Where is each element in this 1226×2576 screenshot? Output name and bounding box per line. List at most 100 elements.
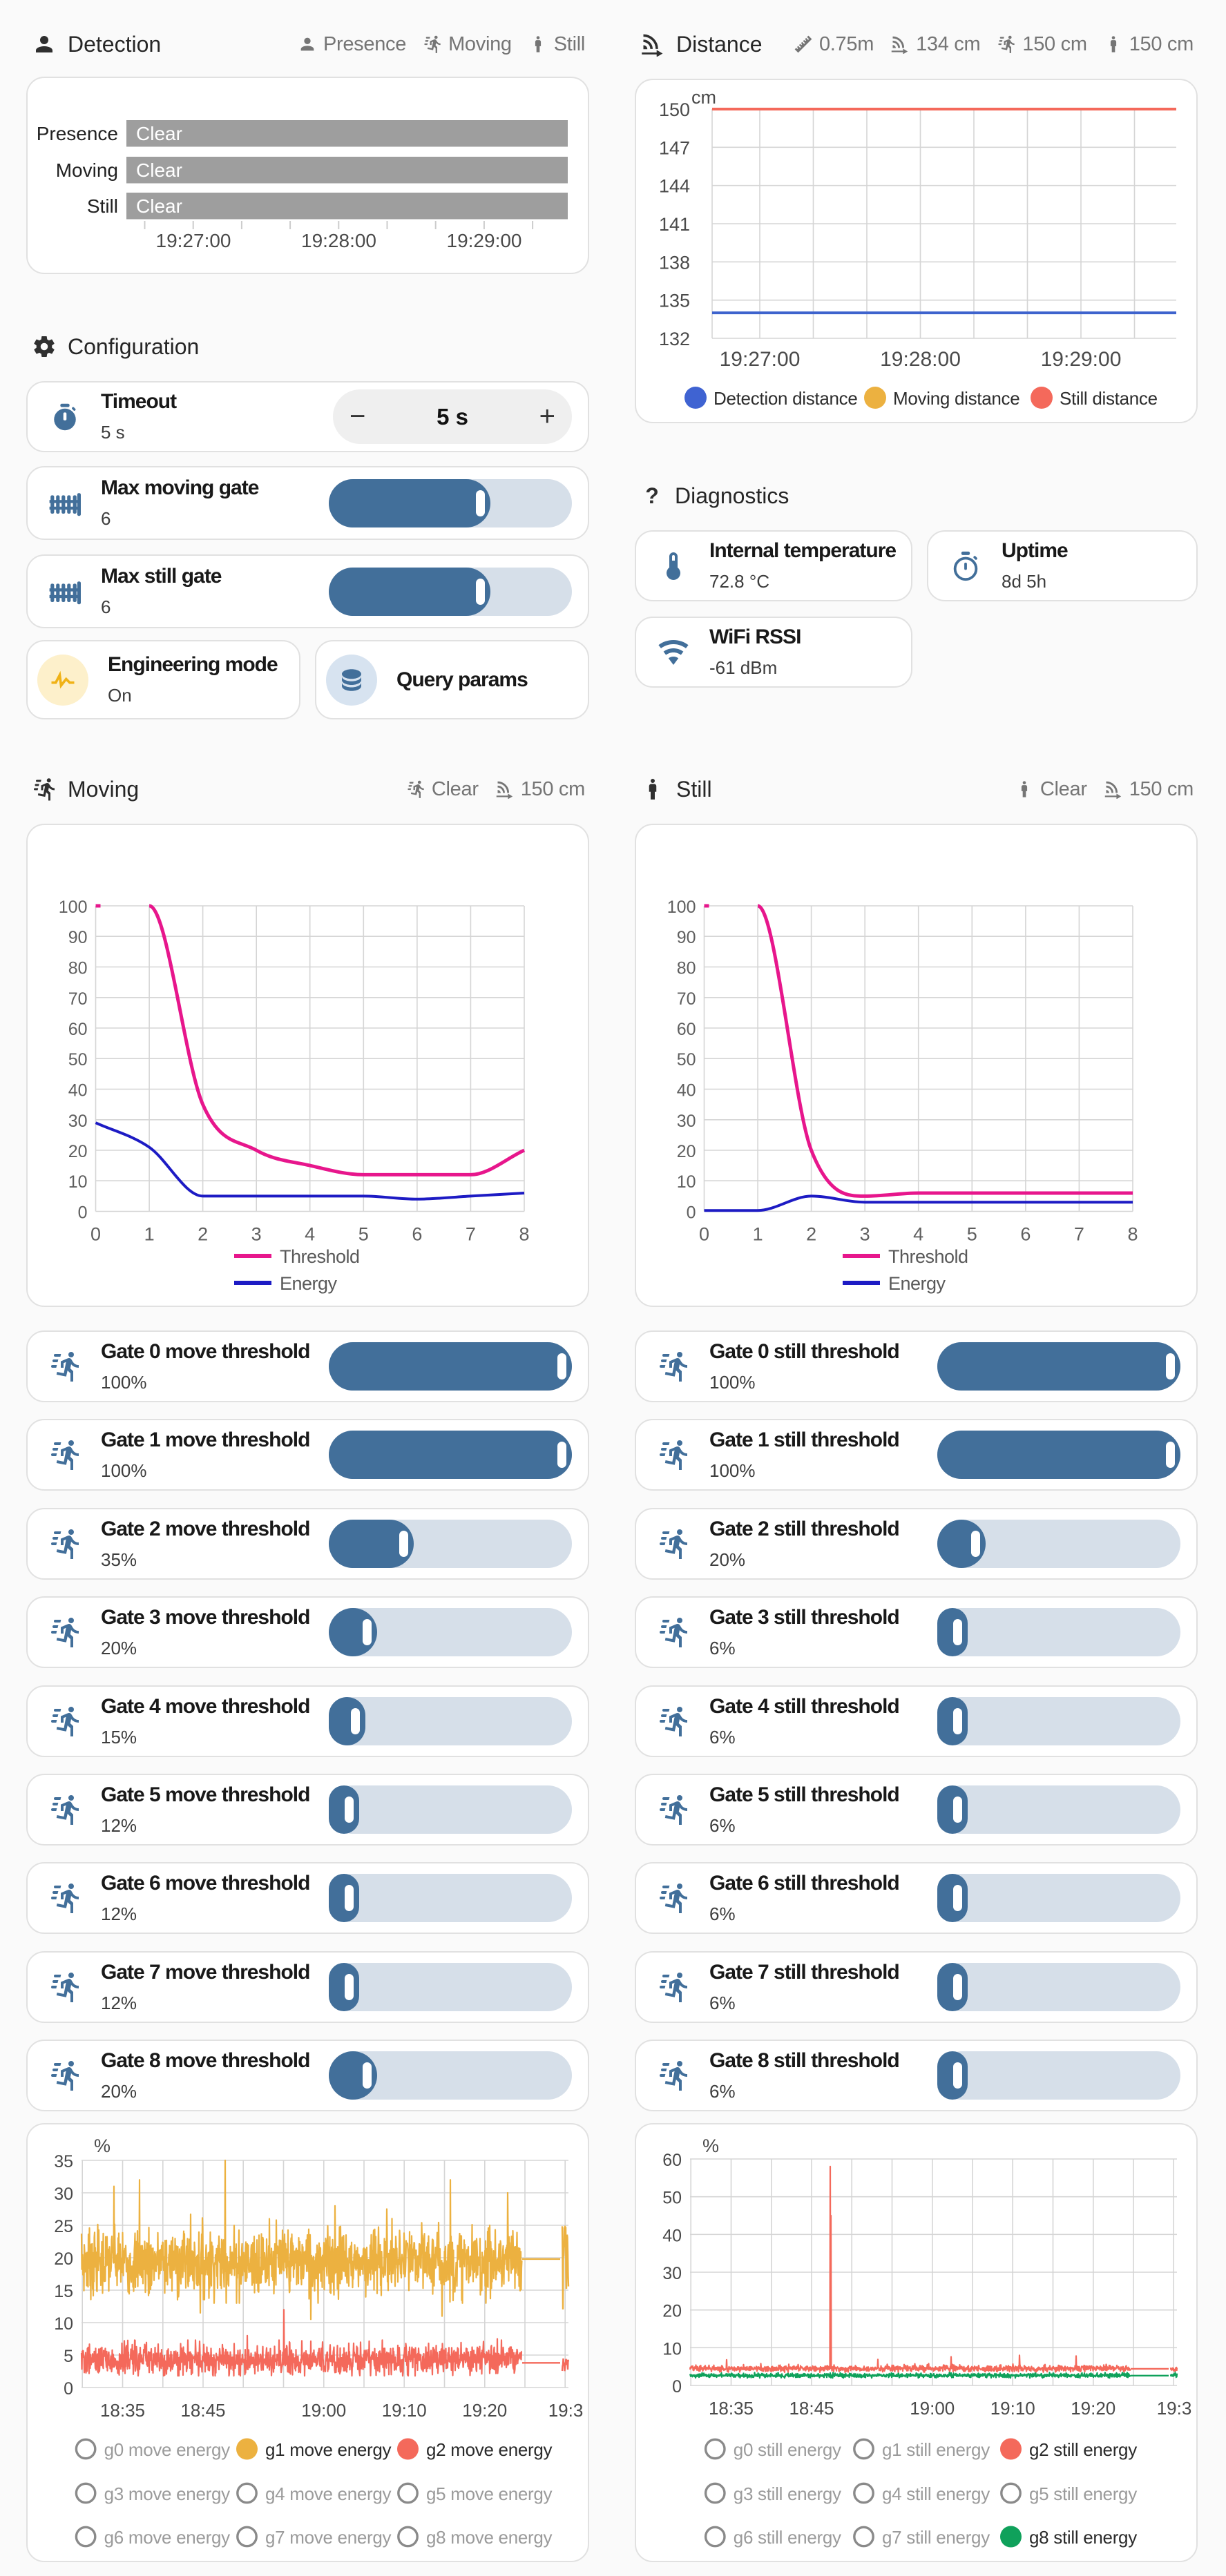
svg-text:cm: cm xyxy=(691,87,716,108)
svg-text:19:00: 19:00 xyxy=(301,2400,346,2421)
svg-text:150: 150 xyxy=(659,99,690,120)
svg-text:g0 still energy: g0 still energy xyxy=(734,2439,841,2460)
svg-text:0: 0 xyxy=(90,1224,101,1245)
svg-text:50: 50 xyxy=(662,2189,682,2208)
svg-text:19:10: 19:10 xyxy=(382,2400,427,2421)
svg-text:g4 still energy: g4 still energy xyxy=(882,2483,990,2504)
svg-text:6: 6 xyxy=(1020,1224,1031,1245)
svg-text:0: 0 xyxy=(78,1203,88,1223)
svg-text:70: 70 xyxy=(68,989,88,1009)
svg-text:19:29:00: 19:29:00 xyxy=(447,230,522,251)
svg-text:Energy: Energy xyxy=(280,1273,338,1294)
svg-text:g4 move energy: g4 move energy xyxy=(265,2483,392,2504)
svg-text:30: 30 xyxy=(662,2264,682,2283)
svg-text:132: 132 xyxy=(659,329,690,349)
svg-text:g7 still energy: g7 still energy xyxy=(882,2527,990,2548)
svg-text:30: 30 xyxy=(677,1112,696,1131)
svg-text:Moving: Moving xyxy=(56,159,118,181)
svg-text:35: 35 xyxy=(54,2152,73,2171)
svg-text:60: 60 xyxy=(68,1020,88,1039)
svg-text:20: 20 xyxy=(54,2249,73,2269)
svg-text:70: 70 xyxy=(677,989,696,1009)
svg-text:10: 10 xyxy=(54,2314,73,2334)
svg-text:6: 6 xyxy=(412,1224,422,1245)
svg-text:10: 10 xyxy=(677,1172,696,1192)
svg-text:19:27:00: 19:27:00 xyxy=(720,348,801,371)
svg-text:7: 7 xyxy=(466,1224,476,1245)
svg-text:50: 50 xyxy=(677,1050,696,1069)
svg-text:g5 still energy: g5 still energy xyxy=(1029,2483,1137,2504)
svg-text:Clear: Clear xyxy=(136,159,182,181)
svg-text:25: 25 xyxy=(54,2217,73,2236)
svg-text:20: 20 xyxy=(677,1142,696,1161)
svg-text:0: 0 xyxy=(699,1224,709,1245)
svg-text:7: 7 xyxy=(1074,1224,1084,1245)
svg-text:19:00: 19:00 xyxy=(910,2398,955,2419)
svg-text:30: 30 xyxy=(68,1112,88,1131)
svg-text:10: 10 xyxy=(662,2339,682,2359)
svg-text:g6 still energy: g6 still energy xyxy=(734,2527,841,2548)
svg-text:19:10: 19:10 xyxy=(990,2398,1035,2419)
svg-text:141: 141 xyxy=(659,214,690,235)
svg-text:90: 90 xyxy=(68,928,88,947)
svg-text:60: 60 xyxy=(662,2151,682,2170)
svg-text:g1 still energy: g1 still energy xyxy=(882,2439,990,2460)
svg-text:50: 50 xyxy=(68,1050,88,1069)
svg-text:30: 30 xyxy=(54,2185,73,2204)
svg-text:19:28:00: 19:28:00 xyxy=(880,348,961,371)
svg-text:0: 0 xyxy=(672,2377,682,2396)
svg-text:18:45: 18:45 xyxy=(180,2400,225,2421)
svg-text:Presence: Presence xyxy=(37,123,118,144)
svg-text:2: 2 xyxy=(806,1224,816,1245)
svg-text:10: 10 xyxy=(68,1172,88,1192)
svg-text:g2 still energy: g2 still energy xyxy=(1029,2439,1137,2460)
svg-text:60: 60 xyxy=(677,1020,696,1039)
svg-text:100: 100 xyxy=(667,898,696,917)
svg-text:1: 1 xyxy=(144,1224,155,1245)
svg-text:5: 5 xyxy=(64,2347,73,2366)
svg-text:90: 90 xyxy=(677,928,696,947)
svg-text:80: 80 xyxy=(68,959,88,978)
svg-text:4: 4 xyxy=(913,1224,923,1245)
svg-text:19:27:00: 19:27:00 xyxy=(156,230,231,251)
svg-text:Energy: Energy xyxy=(888,1273,946,1294)
svg-text:3: 3 xyxy=(860,1224,870,1245)
svg-text:Still: Still xyxy=(87,195,118,217)
svg-text:19:29:00: 19:29:00 xyxy=(1041,348,1122,371)
svg-text:19:20: 19:20 xyxy=(462,2400,507,2421)
svg-text:135: 135 xyxy=(659,291,690,311)
svg-text:g7 move energy: g7 move energy xyxy=(265,2527,392,2548)
svg-text:80: 80 xyxy=(677,959,696,978)
svg-text:8: 8 xyxy=(1127,1224,1138,1245)
svg-text:Moving distance: Moving distance xyxy=(893,388,1019,409)
svg-text:%: % xyxy=(94,2136,111,2156)
svg-text:Detection distance: Detection distance xyxy=(713,388,858,409)
svg-text:18:35: 18:35 xyxy=(709,2398,754,2419)
svg-text:20: 20 xyxy=(662,2302,682,2321)
svg-text:3: 3 xyxy=(251,1224,262,1245)
svg-text:40: 40 xyxy=(68,1081,88,1101)
svg-text:19:3: 19:3 xyxy=(1157,2398,1192,2419)
svg-text:Threshold: Threshold xyxy=(280,1246,360,1267)
svg-text:g6 move energy: g6 move energy xyxy=(104,2527,231,2548)
svg-text:19:20: 19:20 xyxy=(1071,2398,1115,2419)
svg-text:g1 move energy: g1 move energy xyxy=(265,2439,392,2460)
svg-text:8: 8 xyxy=(519,1224,529,1245)
svg-text:4: 4 xyxy=(305,1224,315,1245)
svg-text:Threshold: Threshold xyxy=(888,1246,968,1267)
svg-text:19:28:00: 19:28:00 xyxy=(301,230,376,251)
svg-text:Clear: Clear xyxy=(136,195,182,217)
svg-text:%: % xyxy=(702,2136,719,2156)
svg-text:15: 15 xyxy=(54,2282,73,2301)
svg-text:20: 20 xyxy=(68,1142,88,1161)
svg-text:g2 move energy: g2 move energy xyxy=(426,2439,553,2460)
svg-text:Still distance: Still distance xyxy=(1060,388,1158,409)
svg-text:19:3: 19:3 xyxy=(548,2400,584,2421)
svg-text:0: 0 xyxy=(64,2379,73,2399)
svg-text:g0 move energy: g0 move energy xyxy=(104,2439,231,2460)
svg-text:Clear: Clear xyxy=(136,123,182,144)
svg-text:g8 still energy: g8 still energy xyxy=(1029,2527,1137,2548)
svg-text:18:45: 18:45 xyxy=(789,2398,834,2419)
svg-text:g5 move energy: g5 move energy xyxy=(426,2483,553,2504)
svg-text:g3 move energy: g3 move energy xyxy=(104,2483,231,2504)
